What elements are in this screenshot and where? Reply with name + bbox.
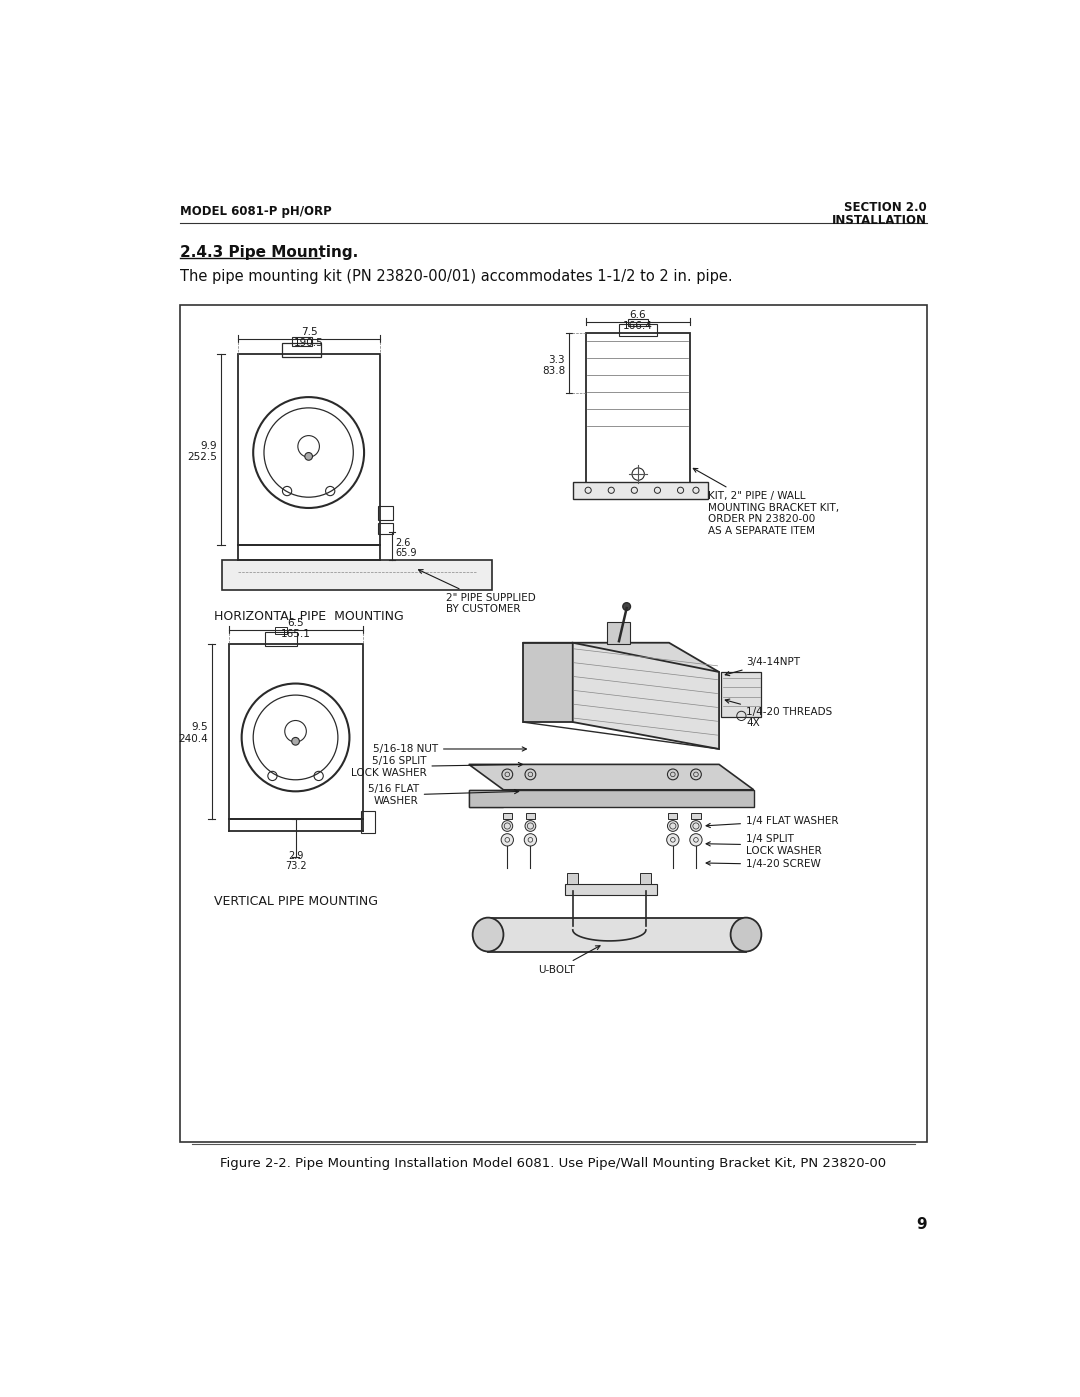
Ellipse shape [473, 918, 503, 951]
Text: 2.6: 2.6 [395, 538, 410, 548]
Text: 190.5: 190.5 [294, 338, 324, 348]
Text: SECTION 2.0: SECTION 2.0 [845, 201, 927, 214]
Polygon shape [469, 789, 503, 806]
Bar [567, 873, 578, 884]
Bar [572, 482, 707, 499]
Circle shape [690, 834, 702, 847]
Polygon shape [572, 643, 719, 749]
Text: HORIZONTAL PIPE  MOUNTING: HORIZONTAL PIPE MOUNTING [214, 610, 404, 623]
Text: The pipe mounting kit (PN 23820-00/01) accommodates 1-1/2 to 2 in. pipe.: The pipe mounting kit (PN 23820-00/01) a… [180, 270, 732, 284]
Bar [691, 813, 701, 819]
Polygon shape [523, 722, 719, 749]
Text: 5/16-18 NUT: 5/16-18 NUT [373, 745, 526, 754]
Text: 240.4: 240.4 [178, 733, 207, 745]
Bar [378, 507, 393, 520]
Text: 1/4 FLAT WASHER: 1/4 FLAT WASHER [706, 816, 838, 827]
Text: 1/4-20 THREADS
4X: 1/4-20 THREADS 4X [726, 698, 833, 728]
Text: INSTALLATION: INSTALLATION [832, 214, 927, 226]
Circle shape [502, 820, 513, 831]
Bar [565, 884, 658, 894]
Circle shape [305, 453, 312, 460]
Polygon shape [488, 918, 746, 951]
Circle shape [501, 834, 513, 847]
Text: 9: 9 [916, 1217, 927, 1232]
Circle shape [667, 820, 678, 831]
Circle shape [623, 602, 631, 610]
Text: 5/16 SPLIT
LOCK WASHER: 5/16 SPLIT LOCK WASHER [351, 756, 523, 778]
Circle shape [690, 820, 701, 831]
Bar [619, 324, 658, 337]
Text: VERTICAL PIPE MOUNTING: VERTICAL PIPE MOUNTING [214, 895, 378, 908]
Text: 9.9: 9.9 [201, 440, 217, 451]
Text: 166.4: 166.4 [623, 321, 652, 331]
Circle shape [525, 820, 536, 831]
Polygon shape [523, 643, 719, 672]
Bar [639, 873, 650, 884]
Text: 9.5: 9.5 [191, 722, 207, 732]
Bar [292, 337, 312, 346]
Bar [283, 344, 321, 358]
Bar [607, 622, 631, 644]
Polygon shape [523, 643, 572, 722]
Text: 7.5: 7.5 [300, 327, 318, 337]
Circle shape [666, 834, 679, 847]
Text: 6.6: 6.6 [630, 310, 646, 320]
Text: 65.9: 65.9 [395, 548, 417, 557]
Ellipse shape [730, 918, 761, 951]
Bar [222, 560, 491, 590]
Text: 3.3: 3.3 [549, 355, 565, 365]
Text: 73.2: 73.2 [285, 861, 307, 870]
Polygon shape [469, 764, 754, 789]
Text: 2.4.3 Pipe Mounting.: 2.4.3 Pipe Mounting. [180, 244, 359, 260]
Text: MODEL 6081-P pH/ORP: MODEL 6081-P pH/ORP [180, 204, 332, 218]
Bar [361, 812, 375, 833]
Bar [721, 672, 761, 717]
Bar [238, 353, 380, 545]
Text: 252.5: 252.5 [187, 453, 217, 462]
Text: 83.8: 83.8 [542, 366, 565, 376]
Circle shape [292, 738, 299, 745]
Text: 5/16 FLAT
WASHER: 5/16 FLAT WASHER [367, 784, 518, 806]
Circle shape [524, 834, 537, 847]
Text: U-BOLT: U-BOLT [538, 946, 600, 975]
Text: 2" PIPE SUPPLIED
BY CUSTOMER: 2" PIPE SUPPLIED BY CUSTOMER [419, 570, 536, 615]
Text: 6.5: 6.5 [287, 617, 305, 629]
Text: 1/4-20 SCREW: 1/4-20 SCREW [706, 859, 821, 869]
Bar [274, 627, 287, 634]
Bar [526, 813, 535, 819]
Bar [585, 334, 690, 483]
Text: Figure 2-2. Pipe Mounting Installation Model 6081. Use Pipe/Wall Mounting Bracke: Figure 2-2. Pipe Mounting Installation M… [220, 1157, 887, 1171]
Bar [629, 319, 648, 327]
Polygon shape [469, 789, 754, 806]
Bar [265, 631, 297, 645]
Bar [229, 644, 363, 819]
Bar [502, 813, 512, 819]
Bar [180, 305, 927, 1143]
Text: 1/4 SPLIT
LOCK WASHER: 1/4 SPLIT LOCK WASHER [706, 834, 822, 856]
Text: KIT, 2" PIPE / WALL
MOUNTING BRACKET KIT,
ORDER PN 23820-00
AS A SEPARATE ITEM: KIT, 2" PIPE / WALL MOUNTING BRACKET KIT… [693, 468, 839, 536]
Bar [669, 813, 677, 819]
Bar [378, 524, 393, 534]
Text: 165.1: 165.1 [281, 629, 311, 638]
Text: 3/4-14NPT: 3/4-14NPT [726, 657, 800, 676]
Text: 2.9: 2.9 [288, 851, 303, 862]
